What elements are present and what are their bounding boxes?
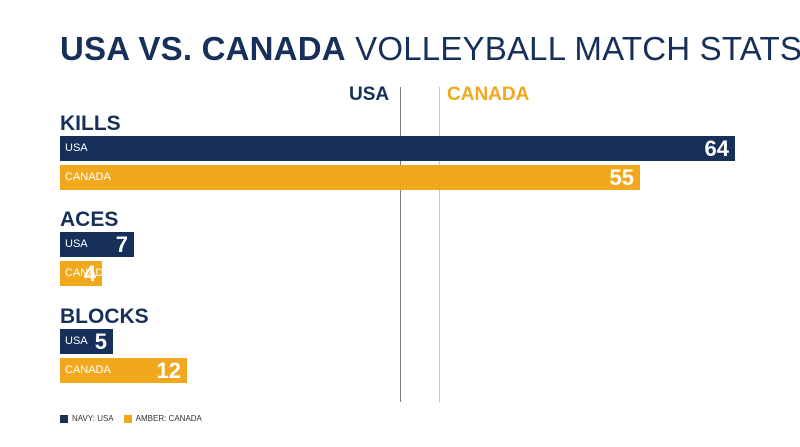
bar-value-label: 5	[94, 329, 107, 354]
usa-column-header: USA	[349, 84, 390, 105]
chart-title-bold: USA VS. CANADA	[60, 30, 346, 67]
bar-blocks-canada: CANADA 12	[60, 358, 187, 383]
canada-reference-line	[439, 87, 440, 402]
group-title-aces: ACES	[60, 208, 119, 231]
legend: NAVY: USA AMBER: CANADA	[60, 414, 212, 423]
bar-series-label: CANADA	[65, 364, 111, 376]
group-title-blocks: BLOCKS	[60, 305, 149, 328]
bar-kills-canada: CANADA 55	[60, 165, 640, 190]
bar-series-label: USA	[65, 335, 88, 347]
bar-value-label: 7	[115, 232, 128, 257]
bar-series-label: CANADA	[65, 171, 111, 183]
legend-swatch-usa	[60, 414, 68, 423]
legend-label-canada: AMBER: CANADA	[135, 414, 202, 423]
bar-series-label: USA	[65, 238, 88, 250]
group-title-kills: KILLS	[60, 112, 121, 135]
legend-swatch-canada	[123, 414, 132, 423]
bar-series-label: CANADA	[65, 267, 111, 279]
bar-value-label: 12	[156, 358, 181, 383]
usa-reference-line	[400, 87, 401, 402]
bar-value-label: 55	[609, 165, 634, 190]
bar-series-label: USA	[65, 142, 88, 154]
bar-aces-usa: USA 7	[60, 232, 134, 257]
bar-kills-usa: USA 64	[60, 136, 735, 161]
chart-title-rest: VOLLEYBALL MATCH STATS	[355, 30, 800, 67]
legend-label-usa: NAVY: USA	[72, 414, 114, 423]
legend-item-canada: AMBER: CANADA	[123, 414, 202, 423]
bar-value-label: 4	[83, 261, 96, 286]
bar-value-label: 64	[704, 136, 729, 161]
chart-title: USA VS. CANADA VOLLEYBALL MATCH STATS	[60, 30, 800, 68]
bar-aces-canada: CANADA 4	[60, 261, 111, 286]
legend-item-usa: NAVY: USA	[60, 414, 114, 423]
bar-blocks-usa: USA 5	[60, 329, 113, 354]
canada-column-header: CANADA	[447, 84, 530, 105]
